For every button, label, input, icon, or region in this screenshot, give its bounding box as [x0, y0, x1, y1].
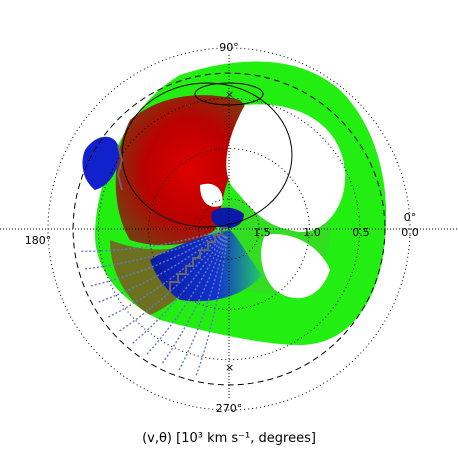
- solid-circle: [121, 82, 293, 228]
- trace-line-4: [107, 233, 223, 319]
- trace-line-7: [146, 235, 226, 355]
- trace-line-6: [131, 234, 225, 345]
- caption: (v,θ) [10³ km s⁻¹, degrees]: [142, 431, 316, 446]
- trace-line-5: [118, 234, 224, 332]
- marker-bottom: ×: [225, 361, 234, 374]
- step-boundary: [169, 227, 228, 292]
- trace-lines: [80, 229, 228, 376]
- grid-circle-dotted-0: [198, 198, 260, 260]
- trace-line-10: [195, 236, 228, 376]
- radial-tick-0-0: 0.0: [401, 226, 419, 239]
- angle-label-0: 0°: [404, 211, 417, 224]
- white-holes: [200, 104, 346, 299]
- radial-tick-1-5: 1.5: [253, 226, 271, 239]
- trace-line-1: [84, 230, 222, 270]
- angle-label-180: 180°: [25, 234, 52, 247]
- radial-tick-0-5: 0.5: [352, 226, 370, 239]
- angle-label-270: 270°: [216, 402, 243, 415]
- trace-line-0: [80, 229, 222, 253]
- blue-region: [82, 136, 262, 302]
- angle-label-90: 90°: [219, 41, 239, 54]
- left-edge-boundary: [116, 144, 124, 191]
- marker-top: ×: [225, 88, 234, 101]
- trace-line-8: [161, 235, 227, 364]
- grid-circle-dotted-2: [97, 97, 361, 361]
- radial-tick-1-0: 1.0: [303, 226, 321, 239]
- trace-line-9: [178, 236, 227, 371]
